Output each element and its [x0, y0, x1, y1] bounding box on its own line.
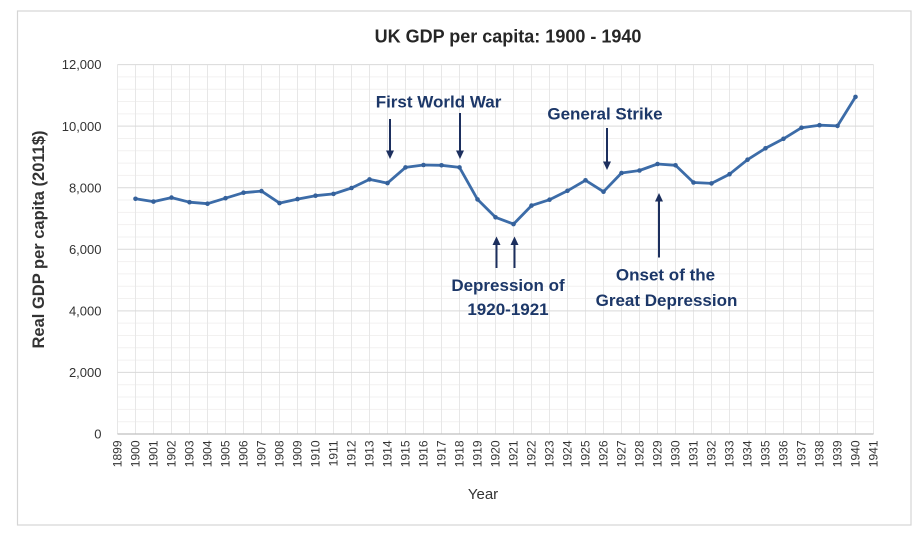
svg-text:1921: 1921 — [507, 440, 521, 467]
svg-text:First World War: First World War — [376, 93, 502, 112]
svg-text:1906: 1906 — [237, 440, 251, 467]
svg-text:1915: 1915 — [399, 440, 413, 467]
svg-text:6,000: 6,000 — [69, 242, 102, 257]
svg-text:1920-1921: 1920-1921 — [467, 300, 548, 319]
svg-text:1923: 1923 — [543, 440, 557, 467]
svg-text:1899: 1899 — [111, 440, 125, 467]
svg-text:1936: 1936 — [777, 440, 791, 467]
svg-text:1925: 1925 — [579, 440, 593, 467]
svg-text:General Strike: General Strike — [547, 105, 662, 124]
svg-text:1919: 1919 — [471, 440, 485, 467]
svg-text:1927: 1927 — [615, 440, 629, 467]
svg-text:1935: 1935 — [759, 440, 773, 467]
svg-text:1926: 1926 — [597, 440, 611, 467]
svg-text:1914: 1914 — [381, 440, 395, 467]
svg-text:1940: 1940 — [849, 440, 863, 467]
svg-text:1911: 1911 — [327, 440, 341, 466]
svg-text:1934: 1934 — [741, 440, 755, 467]
svg-text:1931: 1931 — [687, 440, 701, 467]
svg-text:1912: 1912 — [345, 440, 359, 467]
svg-text:4,000: 4,000 — [69, 304, 102, 319]
svg-text:1900: 1900 — [129, 440, 143, 467]
svg-text:1930: 1930 — [669, 440, 683, 467]
svg-text:1909: 1909 — [291, 440, 305, 467]
svg-text:1933: 1933 — [723, 440, 737, 467]
svg-text:1902: 1902 — [165, 440, 179, 467]
svg-text:1904: 1904 — [201, 440, 215, 467]
svg-text:1941: 1941 — [867, 440, 881, 467]
svg-text:1917: 1917 — [435, 440, 449, 467]
svg-text:1929: 1929 — [651, 440, 665, 467]
svg-text:1932: 1932 — [705, 440, 719, 467]
svg-text:1920: 1920 — [489, 440, 503, 467]
svg-text:1916: 1916 — [417, 440, 431, 467]
svg-text:8,000: 8,000 — [69, 180, 102, 195]
svg-text:2,000: 2,000 — [69, 365, 102, 380]
svg-text:1937: 1937 — [795, 440, 809, 467]
svg-text:1924: 1924 — [561, 440, 575, 467]
svg-text:1918: 1918 — [453, 440, 467, 467]
svg-text:1908: 1908 — [273, 440, 287, 467]
svg-text:Depression of: Depression of — [451, 276, 565, 295]
svg-text:0: 0 — [94, 427, 101, 442]
svg-text:Real GDP per capita (2011$): Real GDP per capita (2011$) — [30, 131, 48, 349]
svg-text:1939: 1939 — [831, 440, 845, 467]
svg-text:1907: 1907 — [255, 440, 269, 467]
svg-text:1901: 1901 — [147, 440, 161, 467]
svg-text:10,000: 10,000 — [62, 119, 102, 134]
svg-text:1910: 1910 — [309, 440, 323, 467]
svg-text:1938: 1938 — [813, 440, 827, 467]
svg-text:Year: Year — [468, 486, 498, 503]
svg-text:1928: 1928 — [633, 440, 647, 467]
svg-text:1903: 1903 — [183, 440, 197, 467]
svg-text:12,000: 12,000 — [62, 57, 102, 72]
svg-text:UK GDP per capita: 1900 - 1940: UK GDP per capita: 1900 - 1940 — [375, 27, 642, 47]
svg-text:1913: 1913 — [363, 440, 377, 467]
svg-text:Great Depression: Great Depression — [596, 291, 738, 310]
svg-text:Onset of the: Onset of the — [616, 266, 715, 285]
svg-text:1922: 1922 — [525, 440, 539, 467]
svg-text:1905: 1905 — [219, 440, 233, 467]
